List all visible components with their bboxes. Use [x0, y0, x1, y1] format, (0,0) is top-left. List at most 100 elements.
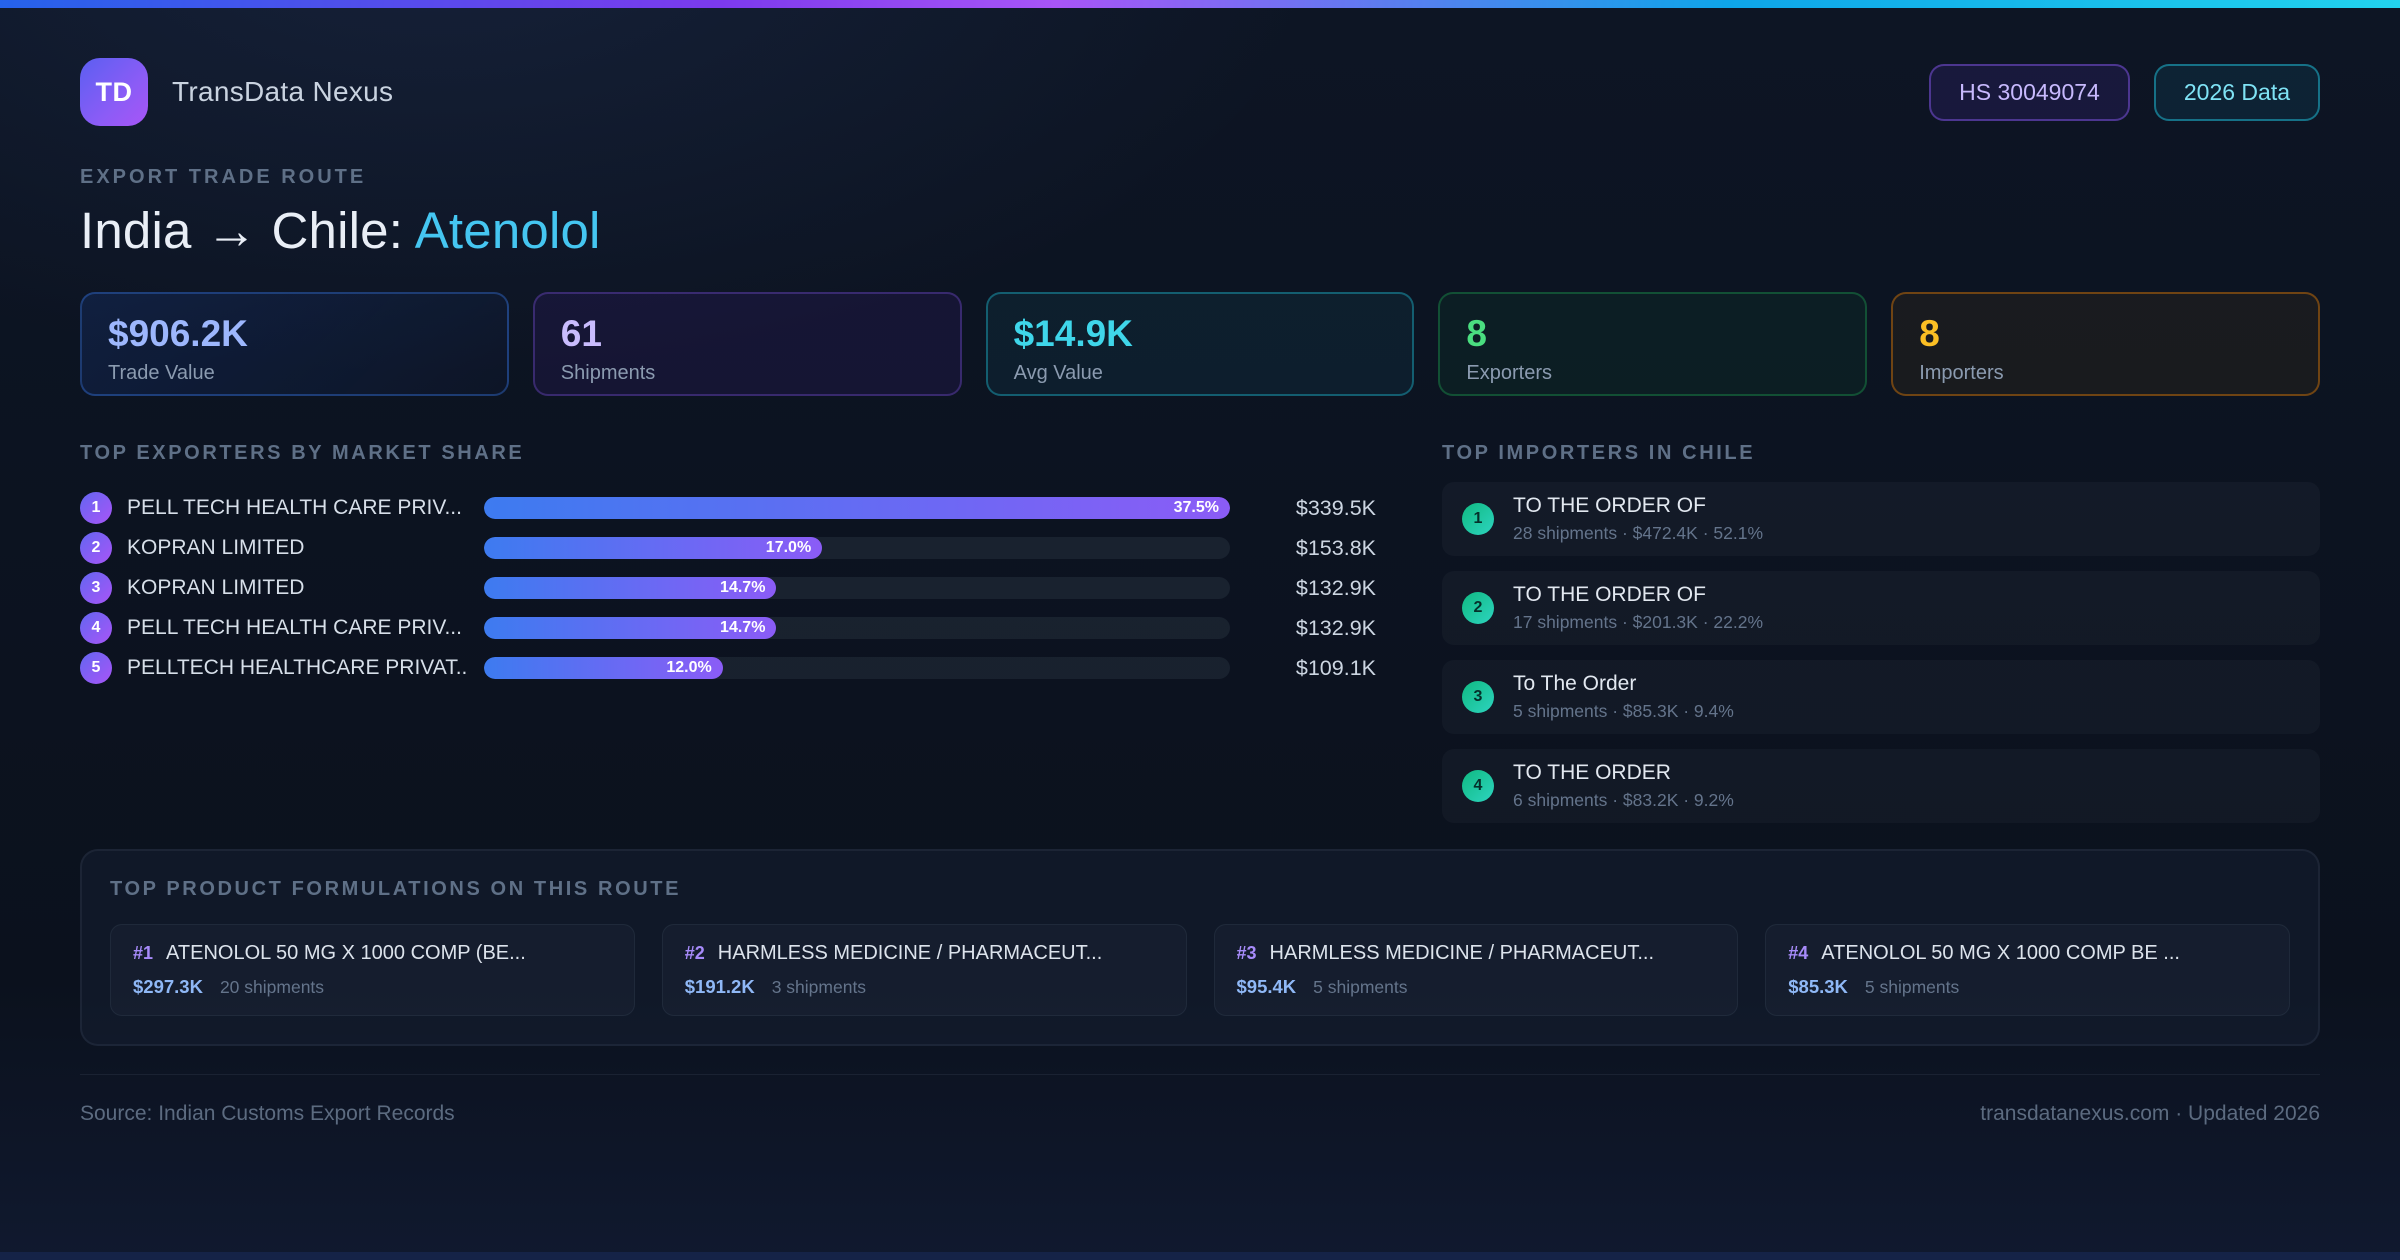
- bottom-accent-bar: [0, 1252, 2400, 1260]
- exporter-name: KOPRAN LIMITED: [127, 576, 305, 599]
- stat-value: 8: [1919, 313, 1940, 354]
- rank-badge: 4: [80, 612, 112, 644]
- market-share-bar-fill: 14.7%: [484, 577, 777, 599]
- page-title: India → Chile: Atenolol: [80, 201, 2320, 260]
- route-eyebrow: EXPORT TRADE ROUTE: [80, 166, 367, 188]
- rank-badge: 1: [80, 492, 112, 524]
- page-container: TD TransData Nexus HS 30049074 2026 Data…: [0, 58, 2400, 1126]
- exporter-name: PELL TECH HEALTH CARE PRIV...: [127, 496, 462, 519]
- route-label: India → Chile:: [80, 202, 415, 259]
- app-logo-initials: TD: [95, 76, 133, 107]
- rank-badge: 2: [1462, 592, 1494, 624]
- product-rank: #4: [1788, 943, 1809, 963]
- product-value: $191.2K: [684, 976, 755, 997]
- product-line1: #2 HARMLESS MEDICINE / PHARMACEUT...: [685, 942, 1164, 965]
- footer: Source: Indian Customs Export Records tr…: [80, 1074, 2320, 1126]
- product-rank: #3: [1236, 943, 1257, 963]
- product-line2: $95.4K 5 shipments: [1237, 976, 1716, 998]
- product-value: $95.4K: [1236, 976, 1297, 997]
- top-accent-bar: [0, 0, 2400, 8]
- exporter-row: 3 KOPRAN LIMITED 14.7% $132.9K: [80, 568, 1376, 608]
- market-share-bar: 17.0%: [484, 537, 1230, 559]
- year-data-badge: 2026 Data: [2153, 63, 2320, 121]
- stat-label: Shipments: [560, 362, 656, 384]
- product-name-text: HARMLESS MEDICINE / PHARMACEUT...: [717, 942, 1103, 964]
- importer-info: TO THE ORDER 6 shipments · $83.2K · 9.2%: [1513, 761, 1734, 811]
- exporter-value: $153.8K: [1295, 535, 1376, 560]
- importer-name: TO THE ORDER: [1513, 761, 1671, 784]
- product-value: $85.3K: [1788, 976, 1848, 997]
- product-line2: $191.2K 3 shipments: [685, 976, 1164, 998]
- product-line2: $297.3K 20 shipments: [133, 976, 612, 998]
- rank-badge: 1: [1462, 503, 1494, 535]
- product-rank: #2: [684, 943, 705, 963]
- product-name-text: ATENOLOL 50 MG X 1000 COMP BE ...: [1821, 942, 2180, 964]
- rank-badge: 3: [80, 572, 112, 604]
- hs-code-badge: HS 30049074: [1929, 63, 2130, 121]
- exporter-name: KOPRAN LIMITED: [127, 536, 305, 559]
- market-share-bar-fill: 37.5%: [484, 497, 1230, 519]
- footer-source: Source: Indian Customs Export Records: [80, 1102, 455, 1125]
- product-card: #3 HARMLESS MEDICINE / PHARMACEUT... $95…: [1213, 924, 1739, 1016]
- importer-name: TO THE ORDER OF: [1513, 494, 1706, 517]
- stat-label: Importers: [1919, 362, 2004, 384]
- header: TD TransData Nexus HS 30049074 2026 Data: [80, 58, 2320, 126]
- importer-row: 2 TO THE ORDER OF 17 shipments · $201.3K…: [1442, 571, 2320, 645]
- share-percent-label: 14.7%: [720, 579, 766, 596]
- exporters-section: TOP EXPORTERS BY MARKET SHARE 1 PELL TEC…: [80, 442, 1376, 688]
- exporter-value: $339.5K: [1295, 495, 1376, 520]
- importer-row: 3 To The Order 5 shipments · $85.3K · 9.…: [1442, 660, 2320, 734]
- product-line2: $85.3K 5 shipments: [1788, 976, 2267, 998]
- share-percent-label: 17.0%: [765, 539, 812, 556]
- importer-meta: 5 shipments · $85.3K · 9.4%: [1513, 701, 1734, 721]
- market-share-bar-fill: 14.7%: [484, 617, 777, 639]
- rank-badge: 3: [1462, 681, 1494, 713]
- stat-card-shipments: 61 Shipments: [532, 292, 962, 396]
- importer-meta: 6 shipments · $83.2K · 9.2%: [1513, 790, 1734, 810]
- importer-info: To The Order 5 shipments · $85.3K · 9.4%: [1513, 672, 1734, 722]
- stat-cards: $906.2K Trade Value 61 Shipments $14.9K …: [80, 292, 2320, 396]
- footer-site: transdatanexus.com · Updated 2026: [1980, 1102, 2320, 1125]
- exporters-heading: TOP EXPORTERS BY MARKET SHARE: [80, 442, 525, 464]
- importer-name: To The Order: [1513, 672, 1637, 695]
- product-shipments: 5 shipments: [1313, 977, 1408, 997]
- market-share-bar: 14.7%: [484, 577, 1230, 599]
- app-name: TransData Nexus: [172, 76, 394, 107]
- exporter-row: 4 PELL TECH HEALTH CARE PRIV... 14.7% $1…: [80, 608, 1376, 648]
- market-share-bar: 12.0%: [484, 657, 1230, 679]
- app-logo[interactable]: TD: [80, 58, 148, 126]
- stat-card-exporters: 8 Exporters: [1438, 292, 1868, 396]
- stat-label: Avg Value: [1013, 362, 1103, 384]
- header-badges: HS 30049074 2026 Data: [1929, 63, 2320, 121]
- stat-value: $14.9K: [1013, 313, 1133, 354]
- stat-card-importers: 8 Importers: [1891, 292, 2320, 396]
- exporter-name: PELL TECH HEALTH CARE PRIV...: [127, 616, 462, 639]
- market-share-bar: 14.7%: [484, 617, 1230, 639]
- importer-info: TO THE ORDER OF 17 shipments · $201.3K ·…: [1513, 583, 1763, 633]
- product-card: #4 ATENOLOL 50 MG X 1000 COMP BE ... $85…: [1765, 924, 2290, 1016]
- product-shipments: 20 shipments: [219, 977, 325, 997]
- product-name: Atenolol: [414, 202, 601, 259]
- exporter-name: PELLTECH HEALTHCARE PRIVAT...: [127, 656, 467, 679]
- stat-card-avg-value: $14.9K Avg Value: [985, 292, 1415, 396]
- product-cards: #1 ATENOLOL 50 MG X 1000 COMP (BE... $29…: [110, 924, 2290, 1016]
- importer-meta: 28 shipments · $472.4K · 52.1%: [1513, 523, 1764, 543]
- importer-info: TO THE ORDER OF 28 shipments · $472.4K ·…: [1513, 494, 1763, 544]
- exporter-row: 2 KOPRAN LIMITED 17.0% $153.8K: [80, 528, 1376, 568]
- importers-list: 1 TO THE ORDER OF 28 shipments · $472.4K…: [1442, 482, 2320, 823]
- product-card: #2 HARMLESS MEDICINE / PHARMACEUT... $19…: [661, 924, 1187, 1016]
- market-share-bar: 37.5%: [484, 497, 1230, 519]
- importer-meta: 17 shipments · $201.3K · 22.2%: [1513, 612, 1764, 632]
- product-formulations-panel: TOP PRODUCT FORMULATIONS ON THIS ROUTE #…: [80, 849, 2320, 1046]
- product-shipments: 5 shipments: [1864, 977, 1960, 997]
- product-rank: #1: [133, 943, 154, 963]
- importers-heading: TOP IMPORTERS IN CHILE: [1442, 442, 1756, 464]
- share-percent-label: 37.5%: [1173, 499, 1219, 516]
- exporter-value: $132.9K: [1295, 575, 1376, 600]
- rank-badge: 2: [80, 532, 112, 564]
- product-value: $297.3K: [133, 976, 203, 997]
- importer-row: 4 TO THE ORDER 6 shipments · $83.2K · 9.…: [1442, 749, 2320, 823]
- importer-name: TO THE ORDER OF: [1513, 583, 1706, 606]
- product-line1: #4 ATENOLOL 50 MG X 1000 COMP BE ...: [1788, 942, 2267, 965]
- product-card: #1 ATENOLOL 50 MG X 1000 COMP (BE... $29…: [110, 924, 635, 1016]
